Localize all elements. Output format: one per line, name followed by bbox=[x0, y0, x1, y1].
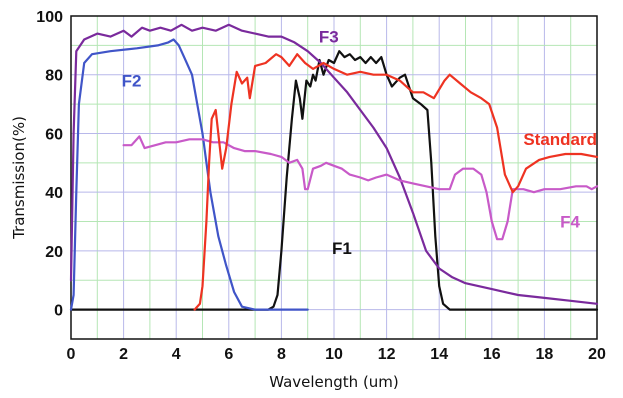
series-line-standard bbox=[193, 53, 599, 311]
x-tick-label: 4 bbox=[172, 346, 181, 363]
x-tick-labels: 0 2 4 6 8 10 12 14 16 18 20 bbox=[67, 346, 606, 363]
series-labels: F1 F2 F3 F4 Standard bbox=[122, 27, 597, 257]
series-label-f2: F2 bbox=[122, 71, 142, 90]
x-tick-label: 6 bbox=[224, 346, 233, 363]
series-line-f1 bbox=[69, 50, 599, 311]
x-tick-label: 12 bbox=[378, 346, 396, 363]
x-tick-label: 16 bbox=[483, 346, 501, 363]
x-tick-label: 14 bbox=[430, 346, 448, 363]
x-tick-label: 10 bbox=[325, 346, 343, 363]
y-tick-label: 40 bbox=[45, 185, 63, 202]
series-line-f3 bbox=[69, 23, 599, 305]
plot-frame bbox=[70, 15, 598, 340]
y-tick-label: 0 bbox=[54, 303, 63, 320]
x-tick-label: 8 bbox=[277, 346, 286, 363]
y-axis-label: Transmission(%) bbox=[10, 116, 28, 240]
series-label-f4: F4 bbox=[560, 212, 580, 231]
series-label-f1: F1 bbox=[332, 239, 352, 258]
series-label-standard: Standard bbox=[523, 130, 597, 149]
x-axis-label: Wavelength (um) bbox=[269, 373, 399, 391]
y-tick-label: 20 bbox=[45, 244, 63, 261]
plot-grid bbox=[70, 15, 598, 340]
y-tick-labels: 0 20 40 60 80 100 bbox=[36, 9, 63, 320]
y-tick-label: 60 bbox=[45, 126, 63, 143]
y-tick-label: 100 bbox=[36, 9, 63, 26]
x-tick-label: 0 bbox=[67, 346, 76, 363]
x-tick-label: 2 bbox=[119, 346, 128, 363]
x-tick-label: 18 bbox=[536, 346, 554, 363]
series-layer bbox=[69, 23, 599, 311]
series-label-f3: F3 bbox=[319, 27, 339, 46]
y-tick-label: 80 bbox=[45, 68, 63, 85]
x-tick-label: 20 bbox=[588, 346, 606, 363]
series-line-f2 bbox=[69, 38, 309, 311]
